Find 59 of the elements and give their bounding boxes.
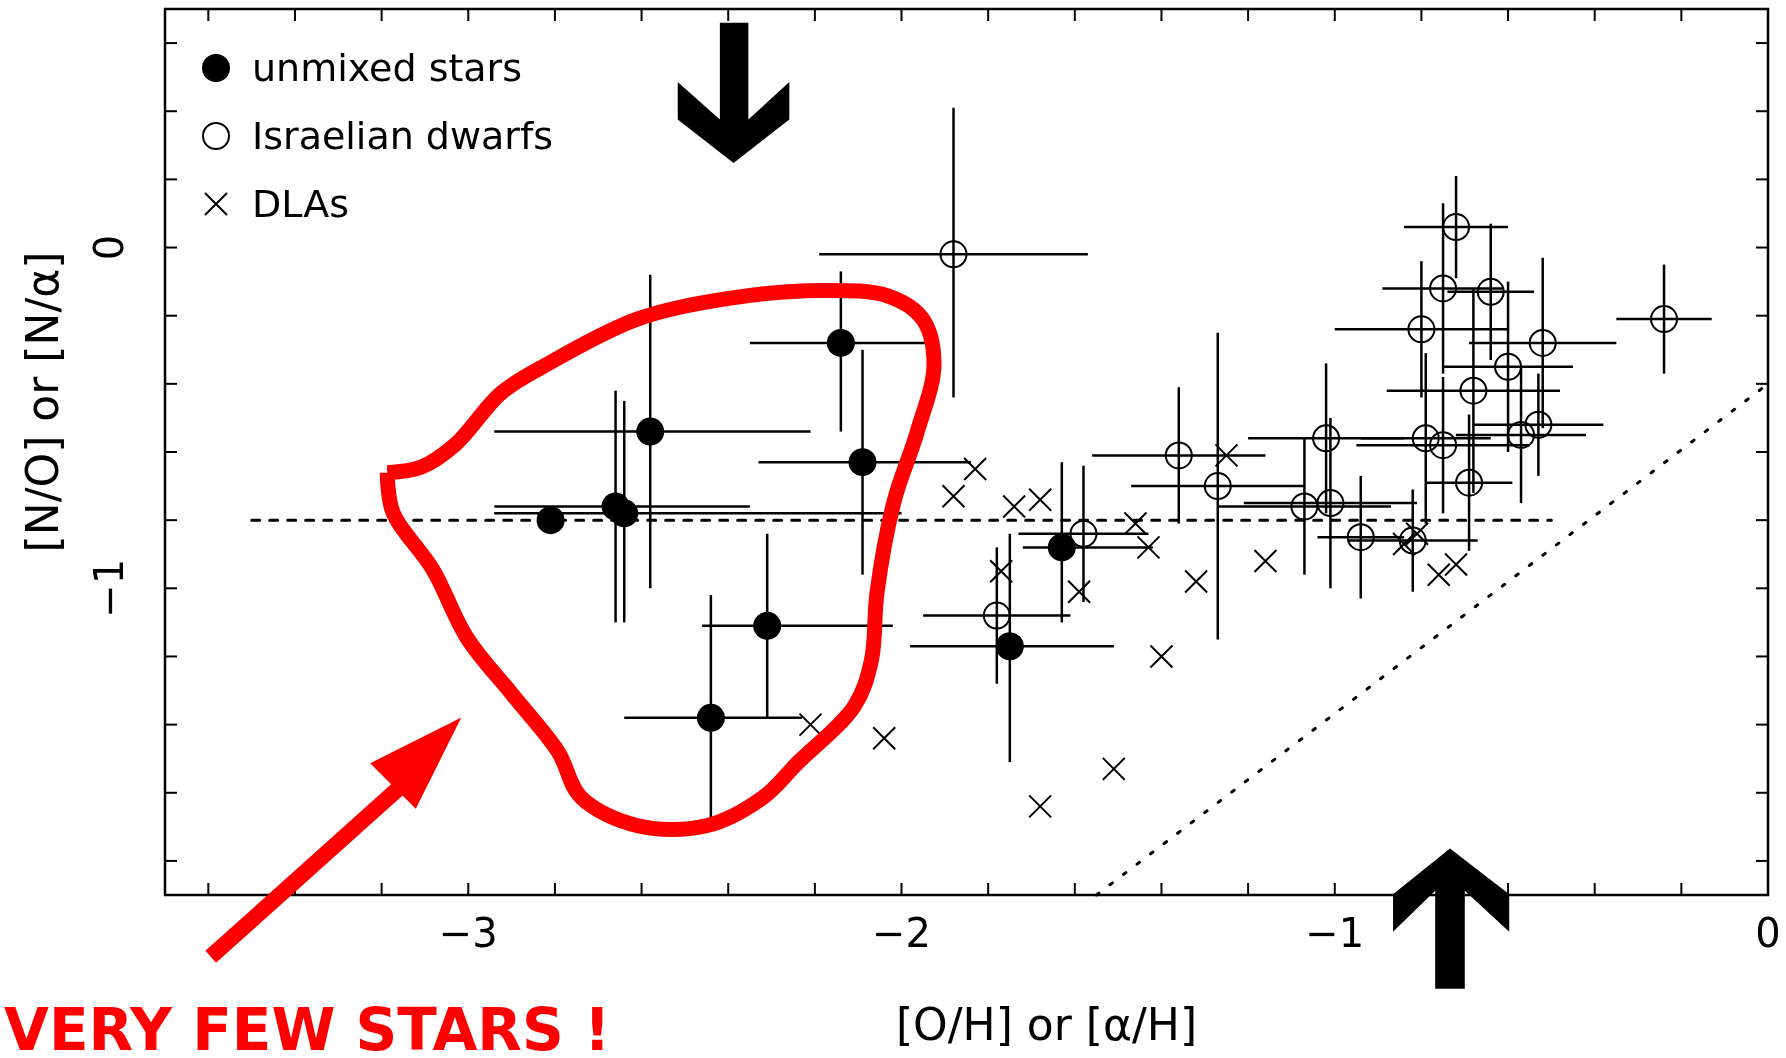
point [989,559,1014,584]
point [1407,315,1436,344]
point [636,417,665,446]
point [1429,431,1458,460]
point [982,601,1011,630]
point [1028,487,1053,512]
point [1136,535,1161,560]
legend-label: Israelian dwarfs [252,114,554,158]
point [1002,494,1027,519]
point [753,611,782,640]
text: VERY FEW STARS ! [4,996,611,1058]
x-axis-title: [O/H] or [α/H] [895,999,1198,1050]
point [1203,472,1232,501]
point [1028,794,1053,819]
point [798,712,823,737]
point [1316,489,1345,518]
point [1507,420,1536,449]
point [872,726,897,751]
point [1123,511,1148,536]
point [941,484,966,509]
point [939,240,968,269]
point [1398,526,1427,555]
point [1253,549,1278,574]
point [696,703,725,732]
point [1290,492,1319,521]
legend-label: DLAs [252,182,350,226]
point [1429,274,1458,303]
point [995,632,1024,661]
x-tick-label: 0 [1755,910,1781,956]
point [1528,328,1557,357]
point [1411,424,1440,453]
point [1214,443,1239,468]
x-tick-label: −3 [438,910,498,956]
point [1426,562,1451,587]
point [1312,424,1341,453]
point [1047,533,1076,562]
legend-label: unmixed stars [252,46,523,90]
point [1069,519,1098,548]
point [1459,376,1488,405]
point [1149,644,1174,669]
point [1184,569,1209,594]
point [1392,532,1417,557]
point [1346,523,1375,552]
x-tick-label: −2 [872,910,931,956]
point [848,448,877,477]
point [826,328,855,357]
point [963,457,988,482]
point [1067,579,1092,604]
y-axis-title: [N/O] or [N/α] [17,251,68,553]
point [610,499,639,528]
point [1455,468,1484,497]
point [1524,410,1553,439]
point [1494,352,1523,381]
point [1164,441,1193,470]
x-tick-label: −1 [1305,910,1365,956]
point [1650,305,1679,334]
point [1476,277,1505,306]
point [1101,756,1126,781]
point [1442,213,1471,242]
